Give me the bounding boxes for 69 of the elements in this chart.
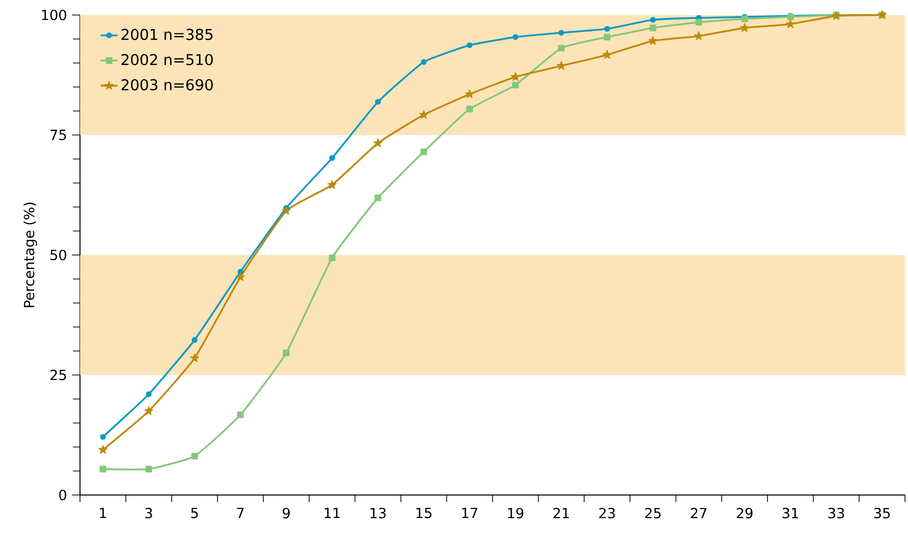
point — [648, 36, 658, 45]
point — [512, 82, 519, 88]
point — [558, 44, 565, 52]
point — [420, 148, 428, 156]
x-tick-label: 31 — [782, 508, 798, 518]
point — [604, 26, 610, 32]
x-tick-label: 17 — [462, 508, 478, 518]
point — [419, 110, 428, 119]
point — [510, 72, 520, 81]
point — [329, 155, 335, 161]
point — [466, 106, 473, 112]
point — [694, 31, 704, 40]
point — [650, 24, 656, 32]
point — [375, 98, 381, 105]
y-tick-label: 50 — [50, 250, 66, 260]
point — [558, 30, 564, 36]
x-tick-label: 9 — [282, 508, 290, 518]
point — [374, 194, 382, 202]
x-tick-label: 23 — [599, 508, 615, 518]
x-tick-label: 33 — [828, 508, 844, 518]
legend-label: 2001 n=385 — [122, 28, 212, 40]
point — [327, 180, 337, 189]
x-tick-label: 5 — [191, 508, 198, 518]
x-tick-label: 11 — [324, 508, 340, 518]
x-tick-label: 27 — [690, 508, 706, 518]
point — [786, 19, 796, 28]
point — [602, 50, 612, 59]
x-tick-label: 15 — [416, 508, 432, 518]
point — [98, 444, 108, 454]
y-tick-label: 25 — [50, 370, 66, 380]
point — [100, 434, 106, 440]
point — [282, 350, 290, 356]
point — [604, 34, 610, 40]
x-tick-label: 3 — [145, 508, 152, 518]
point — [192, 337, 198, 343]
point — [695, 18, 702, 26]
x-tick-label: 1 — [100, 508, 106, 518]
y-axis-title: Percentage (%) — [24, 202, 38, 308]
point — [512, 34, 518, 40]
point — [373, 138, 383, 148]
x-tick-label: 35 — [874, 508, 890, 518]
point — [236, 272, 246, 282]
x-tick-label: 25 — [645, 508, 661, 518]
point — [740, 23, 750, 32]
point — [741, 16, 748, 22]
y-tick-label: 100 — [42, 10, 66, 20]
y-tick-label: 0 — [59, 490, 66, 500]
point — [420, 59, 427, 65]
point — [190, 353, 200, 362]
x-tick-label: 29 — [736, 508, 752, 518]
point — [100, 466, 106, 472]
legend-label: 2003 n=690 — [122, 79, 213, 90]
point — [145, 466, 152, 472]
legend-label: 2002 n=510 — [122, 54, 213, 66]
point — [144, 406, 154, 415]
x-tick-label: 19 — [508, 508, 524, 518]
point — [328, 254, 336, 262]
point — [650, 16, 656, 23]
y-tick-label: 75 — [50, 130, 66, 140]
point — [282, 206, 291, 215]
point — [237, 412, 244, 418]
point — [466, 42, 472, 48]
point — [191, 452, 198, 460]
x-tick-label: 21 — [553, 508, 569, 518]
point — [146, 391, 152, 398]
point — [556, 60, 566, 70]
point — [464, 89, 474, 98]
x-tick-label: 13 — [370, 508, 386, 518]
x-tick-label: 7 — [237, 508, 244, 518]
